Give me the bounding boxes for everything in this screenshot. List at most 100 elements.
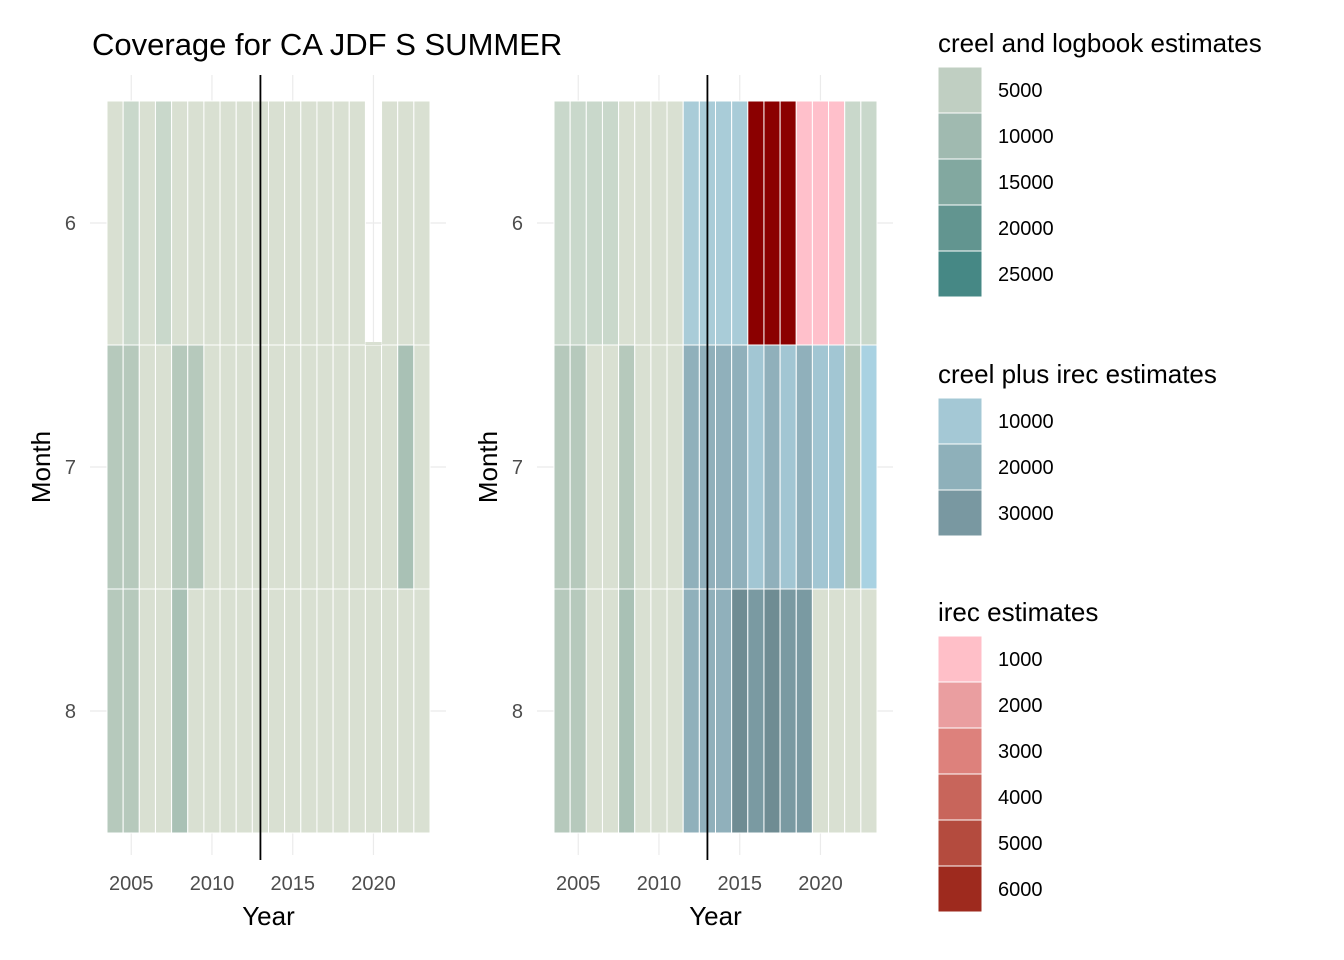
heatmap-cell <box>203 588 221 834</box>
x-tick-label: 2015 <box>270 873 315 895</box>
legend-label: 5000 <box>998 80 1043 102</box>
x-tick-label: 2015 <box>717 873 762 895</box>
legend-swatch <box>937 397 983 445</box>
heatmap-cell <box>364 344 383 590</box>
y-axis-title: Month <box>26 431 56 503</box>
legend-swatch <box>937 635 983 683</box>
heatmap-cell <box>187 588 205 834</box>
heatmap-cell <box>585 100 603 346</box>
heatmap-cell <box>585 588 603 834</box>
heatmap-cell <box>618 100 636 346</box>
heatmap-cell <box>106 344 124 590</box>
heatmap-cell <box>569 344 587 590</box>
heatmap-cell <box>860 588 878 834</box>
heatmap-cell <box>187 100 205 346</box>
heatmap-cell <box>106 588 124 834</box>
heatmap-cell <box>171 588 189 834</box>
legend-swatch <box>937 865 983 913</box>
heatmap-cell <box>284 588 302 834</box>
heatmap-cell <box>569 100 587 346</box>
heatmap-cell <box>601 100 620 346</box>
heatmap-cell <box>666 588 684 834</box>
heatmap-cell <box>219 344 237 590</box>
y-tick-label: 8 <box>65 701 76 723</box>
panel-2: 2005 2010 2015 2020 6 7 8 Year Month <box>473 75 893 931</box>
heatmap-cell <box>348 588 366 834</box>
heatmap-cell <box>348 100 366 346</box>
heatmap-cell <box>747 344 765 590</box>
heatmap-cell <box>348 344 366 590</box>
heatmap-cell <box>634 344 652 590</box>
x-tick-label: 2020 <box>798 873 843 895</box>
heatmap-cell <box>860 100 878 346</box>
heatmap-cell <box>219 100 237 346</box>
heatmap-cell <box>219 588 237 834</box>
heatmap-cell <box>138 100 156 346</box>
heatmap-cell <box>731 100 749 346</box>
legend-title: creel plus irec estimates <box>938 359 1217 389</box>
legend-label: 10000 <box>998 411 1054 433</box>
heatmap-cell <box>203 100 221 346</box>
legend-1: creel and logbook estimates 5000 10000 1500… <box>937 28 1262 298</box>
legend-swatch <box>937 250 983 298</box>
heatmap-cell <box>381 100 399 346</box>
heatmap-cell <box>235 344 253 590</box>
legend-label: 20000 <box>998 218 1054 240</box>
heatmap-cell <box>364 588 383 834</box>
legend-title: creel and logbook estimates <box>938 28 1262 58</box>
heatmap-cell <box>268 588 286 834</box>
heatmap-cell <box>779 344 797 590</box>
heatmap-cell <box>650 344 668 590</box>
heatmap-cell <box>316 588 334 834</box>
heatmap-cell <box>203 344 221 590</box>
heatmap-cell <box>381 588 399 834</box>
heatmap-cell <box>122 344 140 590</box>
heatmap-cell <box>682 588 700 834</box>
heatmap-cell <box>860 344 878 590</box>
heatmap-cell <box>413 588 431 834</box>
heatmap-cell <box>715 344 733 590</box>
heatmap-cell <box>106 100 124 346</box>
heatmap-cell <box>779 100 797 346</box>
heatmap-cell <box>154 344 173 590</box>
heatmap-cell <box>715 100 733 346</box>
heatmap-cell <box>413 100 431 346</box>
legend-label: 10000 <box>998 126 1054 148</box>
legend-swatch <box>937 773 983 821</box>
heatmap-cell <box>779 588 797 834</box>
y-tick-label: 7 <box>512 457 523 479</box>
heatmap-cell <box>795 344 813 590</box>
x-axis-title: Year <box>689 901 742 931</box>
heatmap-cell <box>284 100 302 346</box>
heatmap-cell <box>811 588 830 834</box>
heatmap-cell <box>585 344 603 590</box>
legend-swatch <box>937 66 983 114</box>
heatmap-cell <box>154 100 173 346</box>
legend-label: 20000 <box>998 457 1054 479</box>
legend-label: 15000 <box>998 172 1054 194</box>
heatmap-cell <box>601 344 620 590</box>
legend-swatch <box>937 681 983 729</box>
heatmap-cell <box>332 344 350 590</box>
heatmap-cell <box>731 344 749 590</box>
heatmap-cell <box>828 344 846 590</box>
x-tick-label: 2010 <box>190 873 235 895</box>
legend-label: 1000 <box>998 649 1043 671</box>
heatmap-cell <box>682 100 700 346</box>
heatmap-cell <box>553 588 571 834</box>
legend-2: creel plus irec estimates 10000 20000 30000 <box>937 359 1217 537</box>
heatmap-cell <box>763 100 781 346</box>
heatmap-cell <box>666 100 684 346</box>
heatmap-cell <box>618 344 636 590</box>
x-axis-title: Year <box>242 901 295 931</box>
heatmap-cell <box>747 588 765 834</box>
heatmap-cell <box>413 344 431 590</box>
heatmap-cell <box>828 100 846 346</box>
heatmap-cell <box>569 588 587 834</box>
x-tick-label: 2020 <box>351 873 396 895</box>
y-tick-label: 6 <box>512 213 523 235</box>
heatmap-cell <box>682 344 700 590</box>
y-tick-label: 7 <box>65 457 76 479</box>
heatmap-cell <box>747 100 765 346</box>
heatmap-cell <box>811 344 830 590</box>
